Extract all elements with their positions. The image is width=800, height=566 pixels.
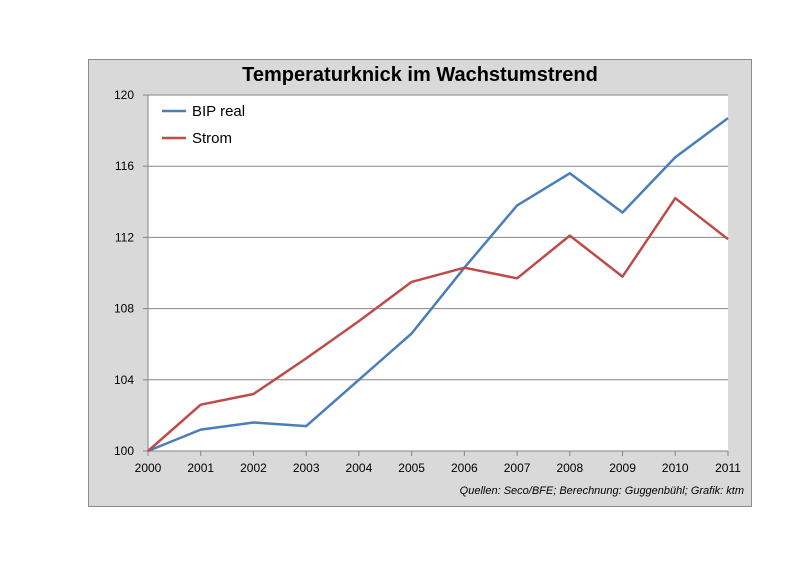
- grid-lines: [148, 94, 728, 381]
- series-lines: [147, 117, 729, 453]
- series-line-2: [147, 196, 729, 452]
- y-tick-label: 104: [114, 373, 134, 387]
- x-tick-label: 2005: [398, 461, 425, 475]
- axes: 100 104 108 112 116 120 2000 2001 2002 2003 2004 20…: [114, 88, 741, 475]
- legend-label-1: BIP real: [192, 103, 245, 120]
- y-tick-label: 116: [115, 159, 134, 173]
- y-tick-label: 120: [114, 88, 134, 102]
- x-tick-label: 2002: [240, 461, 267, 475]
- legend-label-2: Strom: [192, 130, 232, 147]
- x-tick-label: 2008: [556, 461, 583, 475]
- legend: BIP real Strom: [162, 103, 245, 147]
- x-tick-label: 2004: [346, 461, 373, 475]
- y-tick-label: 108: [114, 302, 134, 316]
- x-tick-label: 2010: [662, 461, 689, 475]
- x-tick-label: 2011: [715, 461, 741, 475]
- y-tick-label: 100: [114, 444, 134, 458]
- series-line-1: [147, 117, 729, 453]
- plot-area: [148, 95, 728, 451]
- source-note: Quellen: Seco/BFE; Berechnung: Guggenbüh…: [459, 485, 744, 497]
- x-tick-label: 2001: [187, 461, 214, 475]
- x-tick-label: 2006: [451, 461, 478, 475]
- x-tick-label: 2009: [609, 461, 636, 475]
- y-tick-label: 112: [115, 230, 134, 244]
- x-tick-label: 2000: [135, 461, 162, 475]
- chart-title: Temperaturknick im Wachstumstrend: [242, 64, 598, 86]
- x-tick-label: 2003: [293, 461, 320, 475]
- x-tick-label: 2007: [504, 461, 531, 475]
